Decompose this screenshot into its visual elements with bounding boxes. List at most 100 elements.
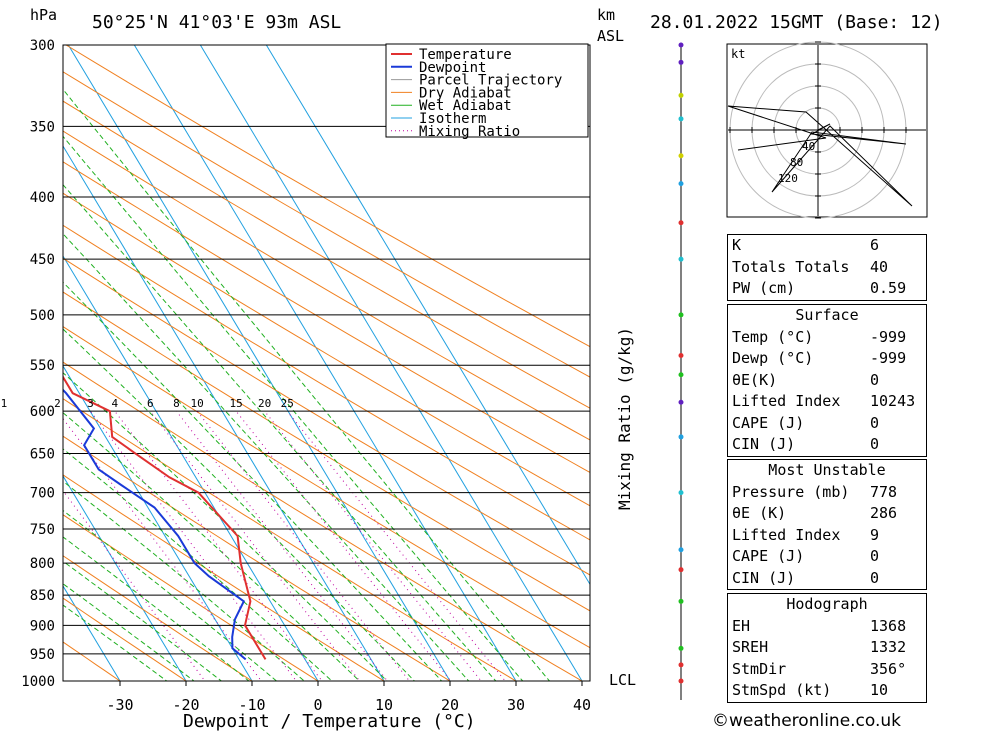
pressure-tick-label: 600 bbox=[30, 404, 55, 420]
dry-adiabat-line bbox=[63, 325, 590, 649]
dry-adiabat-line bbox=[63, 361, 583, 681]
pressure-tick-label: 1000 bbox=[21, 674, 55, 690]
datetime-label: 28.01.2022 15GMT (Base: 12) bbox=[650, 12, 943, 33]
mixing-ratio-axis-label: Mixing Ratio (g/kg) bbox=[615, 327, 634, 510]
isotherm-line bbox=[63, 145, 385, 681]
dry-adiabat-line bbox=[63, 130, 590, 441]
mixing-ratio-label: 8 bbox=[173, 397, 180, 410]
dry-adiabat-line bbox=[63, 71, 590, 378]
isotherm-line bbox=[265, 45, 590, 586]
most-unstable-value: 286 bbox=[870, 504, 898, 522]
most-unstable-label: θE (K) bbox=[732, 504, 787, 522]
most-unstable-value: 0 bbox=[870, 547, 880, 565]
mixing-ratio-label: 10 bbox=[191, 397, 204, 410]
wet-adiabat-line bbox=[63, 604, 168, 681]
hodograph-stat-row: EH 1368 bbox=[728, 616, 926, 638]
hodograph-stat-value: 1332 bbox=[870, 638, 907, 656]
hodograph-unit: kt bbox=[731, 47, 745, 61]
surface-row: Lifted Index 10243 bbox=[728, 391, 926, 413]
mixing-ratio-label: 25 bbox=[281, 397, 294, 410]
wet-adiabat-line bbox=[63, 583, 195, 681]
wind-level-marker bbox=[678, 678, 684, 684]
copyright-footer: ©weatheronline.co.uk bbox=[712, 711, 902, 731]
most-unstable-title: Most Unstable bbox=[768, 461, 886, 479]
dry-adiabat-line bbox=[63, 224, 590, 541]
mixing-ratio-labels: 1 2 3 4 6 8 10 15 20 25 bbox=[1, 397, 294, 410]
wind-level-marker bbox=[678, 567, 684, 573]
hodograph-stat-value: 356° bbox=[870, 659, 907, 678]
temperature-tick-label: 0 bbox=[313, 696, 322, 714]
dry-adiabat-line bbox=[63, 100, 590, 409]
isotherm-line bbox=[133, 45, 517, 681]
surface-label: CIN (J) bbox=[732, 435, 796, 453]
hodograph-stat-label: StmDir bbox=[732, 659, 787, 678]
surface-value: -999 bbox=[870, 349, 907, 367]
dewpoint-profile bbox=[63, 388, 247, 661]
wind-level-marker bbox=[678, 598, 684, 604]
totals-totals-row: Totals Totals 40 bbox=[728, 257, 926, 279]
k-index-value: 6 bbox=[870, 236, 880, 254]
wind-level-marker bbox=[678, 399, 684, 405]
hodograph-trace bbox=[727, 105, 913, 207]
most-unstable-label: Pressure (mb) bbox=[732, 482, 850, 501]
mixing-ratio-label: 1 bbox=[1, 397, 8, 410]
mixing-ratio-line bbox=[286, 410, 506, 681]
surface-row: Temp (°C) -999 bbox=[728, 327, 926, 349]
dry-adiabat-line bbox=[63, 398, 517, 681]
lcl-label: LCL bbox=[609, 671, 636, 689]
surface-value: 10243 bbox=[870, 392, 916, 410]
totals-totals-value: 40 bbox=[870, 257, 889, 276]
wind-level-marker bbox=[678, 116, 684, 122]
most-unstable-row: CAPE (J) 0 bbox=[728, 546, 926, 568]
wet-adiabat-line bbox=[63, 560, 223, 681]
surface-label: Dewp (°C) bbox=[732, 349, 814, 367]
totals-totals-label: Totals Totals bbox=[732, 257, 850, 276]
most-unstable-row: Pressure (mb) 778 bbox=[728, 482, 926, 504]
wind-level-marker bbox=[678, 547, 684, 553]
most-unstable-row: Lifted Index 9 bbox=[728, 525, 926, 547]
most-unstable-label: Lifted Index bbox=[732, 525, 841, 544]
temperature-tick-label: 20 bbox=[441, 696, 459, 714]
most-unstable-label: CAPE (J) bbox=[732, 547, 805, 565]
surface-value: -999 bbox=[870, 327, 907, 346]
mixing-ratio-label: 20 bbox=[258, 397, 271, 410]
surface-row: θE(K) 0 bbox=[728, 370, 926, 392]
surface-row: Dewp (°C) -999 bbox=[728, 348, 926, 370]
wind-level-marker bbox=[678, 662, 684, 668]
wet-adiabat-line bbox=[63, 135, 524, 681]
surface-title: Surface bbox=[795, 306, 859, 324]
most-unstable-panel: Most Unstable Pressure (mb) 778 θE (K) 286 L… bbox=[727, 459, 927, 590]
wind-level-marker bbox=[678, 220, 684, 226]
temperature-tick-label: -20 bbox=[172, 696, 199, 714]
hodograph-stat-row: StmSpd (kt) 10 bbox=[728, 680, 926, 702]
pressure-tick-label: 750 bbox=[30, 522, 55, 538]
background-lines bbox=[0, 9, 590, 707]
hodograph-stat-row: SREH 1332 bbox=[728, 637, 926, 659]
wind-level-marker bbox=[678, 490, 684, 496]
pressure-tick-label: 300 bbox=[30, 38, 55, 54]
surface-value: 0 bbox=[870, 413, 880, 432]
legend-label: Mixing Ratio bbox=[419, 124, 520, 140]
dry-adiabat-line bbox=[63, 161, 590, 474]
temperature-tick-label: -10 bbox=[238, 696, 265, 714]
legend-label: Wet Adiabat bbox=[419, 98, 512, 114]
surface-label: θE(K) bbox=[732, 370, 778, 389]
dry-adiabat-line bbox=[63, 192, 590, 507]
dry-adiabat-line bbox=[63, 474, 385, 681]
surface-value: 0 bbox=[870, 435, 880, 453]
wet-adiabat-line bbox=[63, 509, 278, 681]
isotherm-line bbox=[0, 9, 4, 707]
hodograph-stats-title: Hodograph bbox=[786, 595, 868, 613]
pressure-tick-label: 550 bbox=[30, 358, 55, 374]
pressure-tick-label: 400 bbox=[30, 190, 55, 206]
temperature-tick-label: 10 bbox=[375, 696, 393, 714]
surface-row: CAPE (J) 0 bbox=[728, 413, 926, 435]
mixing-ratio-label: 6 bbox=[147, 397, 154, 410]
wind-level-marker bbox=[678, 181, 684, 187]
hodograph-ring-label: 40 bbox=[802, 140, 815, 153]
